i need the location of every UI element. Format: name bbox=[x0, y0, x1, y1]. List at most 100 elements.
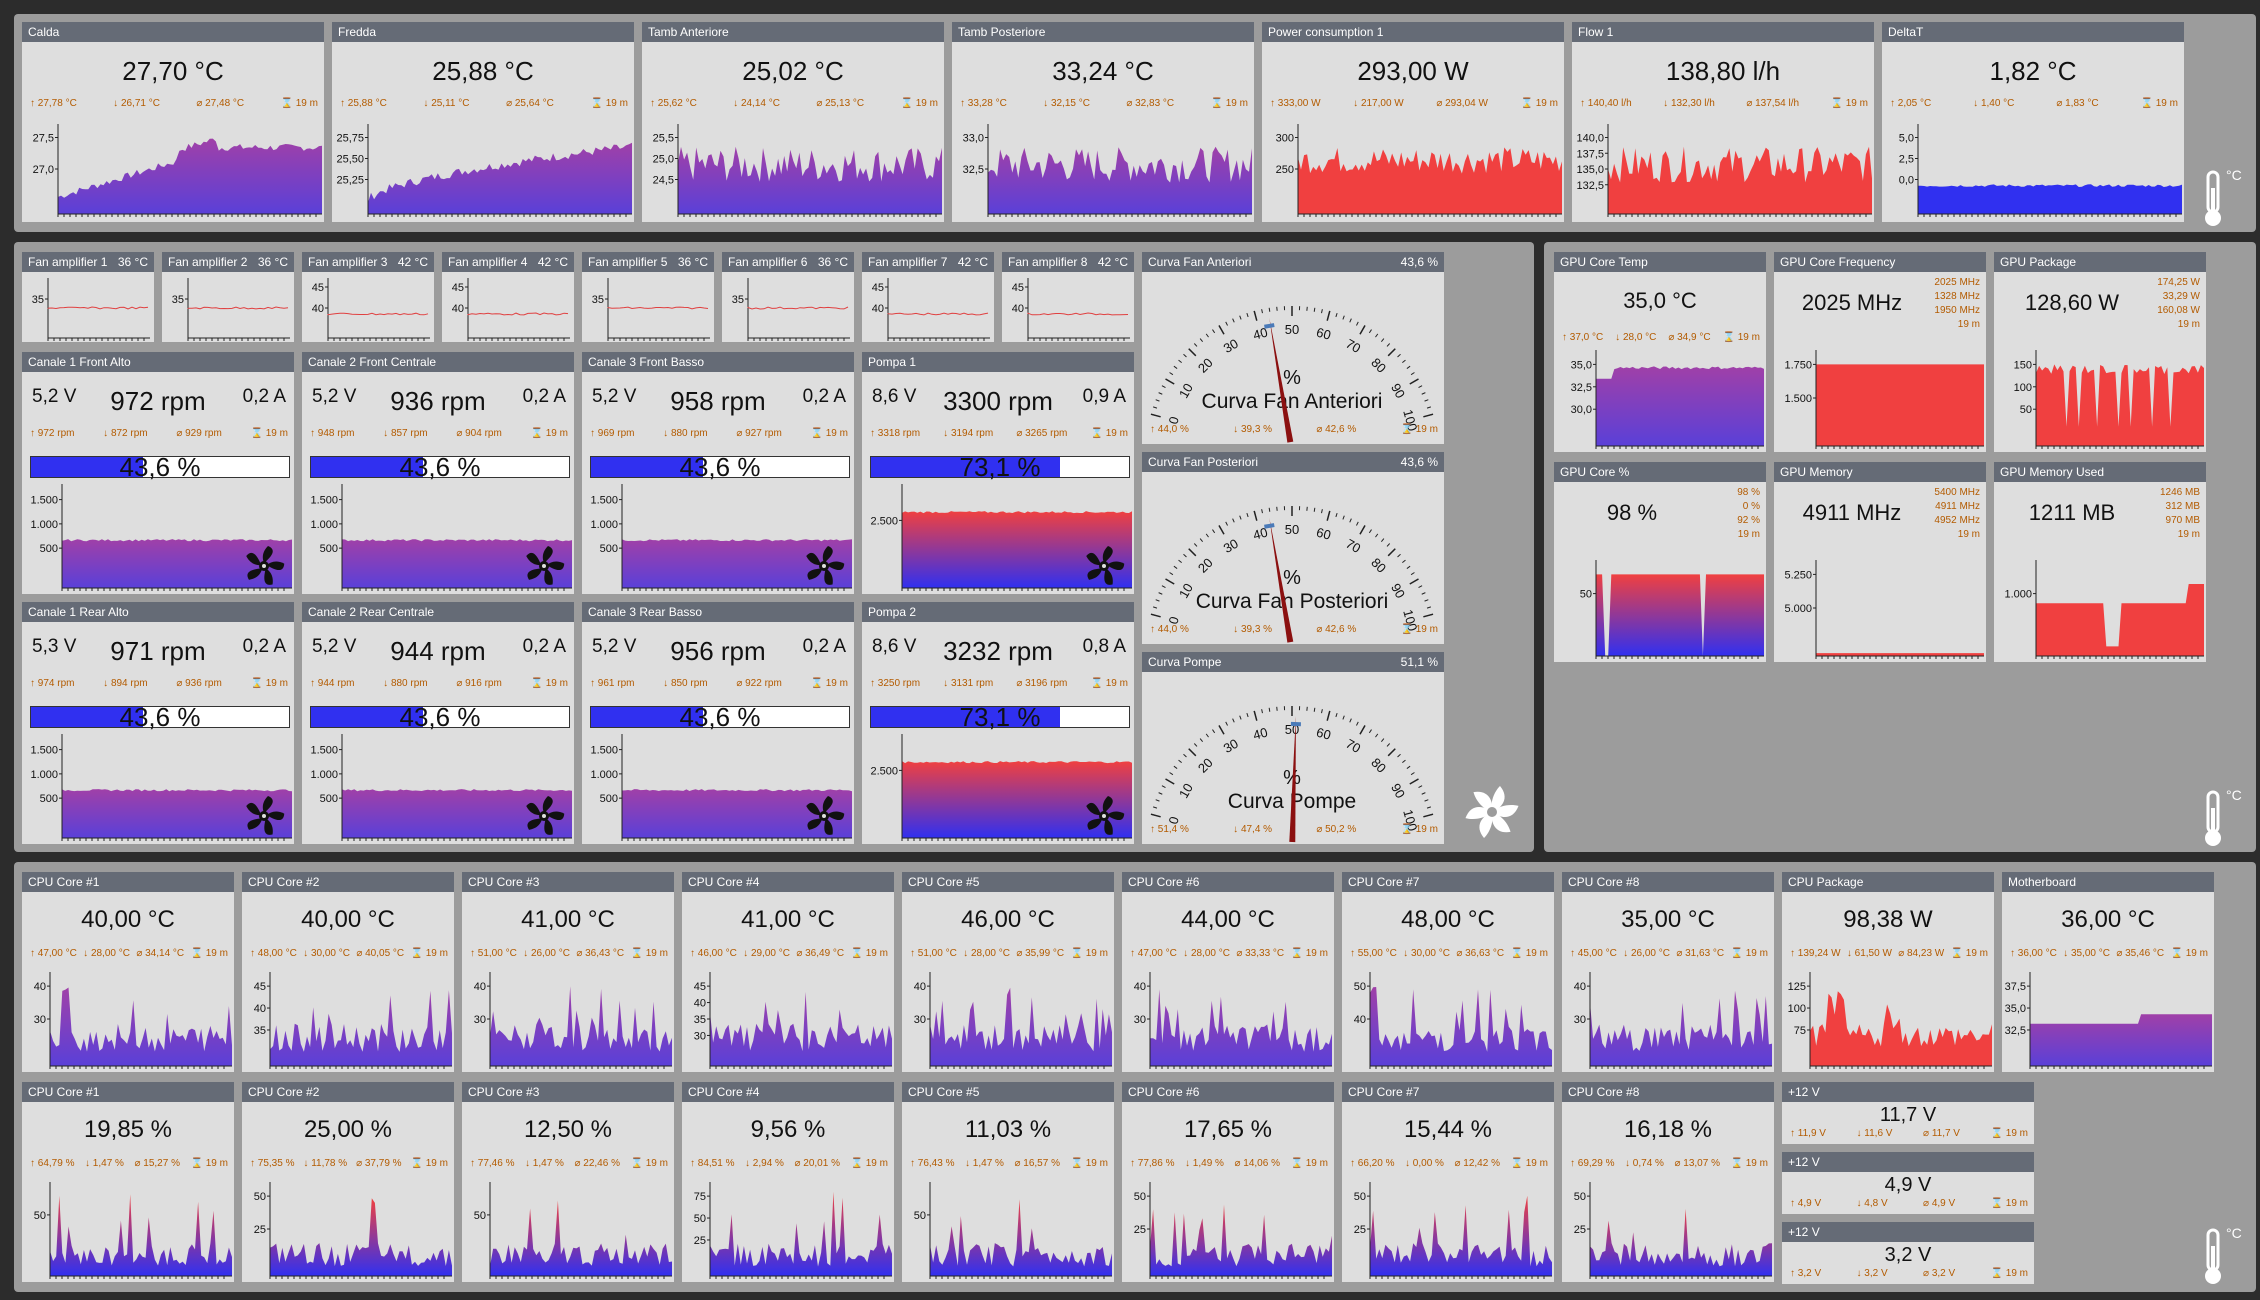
stat-time-value: 19 m bbox=[1535, 98, 1558, 109]
time-icon: ⌛ bbox=[1090, 428, 1106, 439]
max-icon: ↑ bbox=[910, 1158, 918, 1169]
stat-time-value: 19 m bbox=[605, 98, 628, 109]
gpu-value: 98 % bbox=[1606, 500, 1658, 525]
cpu-load-widget: CPU Core #5 11,03 % ↑ 76,43 % ↓ 1,47 % ⌀ 16,… bbox=[902, 1082, 1114, 1282]
min-icon: ↓ bbox=[1233, 824, 1241, 835]
axis-tick-label: 33,0 bbox=[963, 133, 984, 145]
min-icon: ↓ bbox=[2063, 948, 2071, 959]
stat-time-value: 19 m bbox=[295, 98, 318, 109]
stats-row: ↑ 46,00 °C ↓ 29,00 °C ⌀ 36,49 °C ⌛ 19 m bbox=[690, 948, 888, 962]
thermo-unit: °C bbox=[2226, 788, 2242, 803]
stat-min: ↓ 26,00 °C bbox=[1623, 948, 1670, 962]
avg-icon: ⌀ bbox=[1316, 624, 1326, 635]
stat-min: ↓ 30,00 °C bbox=[1403, 948, 1450, 962]
axis-tick-label: 40 bbox=[1134, 981, 1146, 993]
stat-max: ↑ 139,24 W bbox=[1790, 948, 1841, 962]
axis-tick-label: 50 bbox=[914, 1210, 926, 1222]
stats-row: ↑ 2,05 °C ↓ 1,40 °C ⌀ 1,83 °C ⌛ 19 m bbox=[1890, 98, 2178, 112]
stat-min: ↓ 25,11 °C bbox=[423, 98, 469, 112]
stat-max-value: 37,0 °C bbox=[1569, 332, 1604, 343]
current-value: 0,2 A bbox=[522, 636, 566, 657]
axis-tick-label: 50 bbox=[1574, 1191, 1586, 1203]
cpu-temp-area bbox=[710, 991, 892, 1066]
time-icon: ⌛ bbox=[1520, 98, 1536, 109]
sensor-value: 1,82 °C bbox=[1989, 56, 2077, 86]
rpm-value: 3300 rpm bbox=[943, 386, 1053, 416]
stat-avg-value: 34,14 °C bbox=[145, 948, 185, 959]
widget-title: GPU Core % bbox=[1560, 465, 1630, 479]
cpu-load-chart: 50 25 bbox=[242, 1176, 454, 1282]
stat-time-value: 19 m bbox=[1225, 98, 1248, 109]
cpu-temp-value: 36,00 °C bbox=[2061, 906, 2155, 933]
gauge-scale-label: 80 bbox=[1368, 555, 1389, 576]
stat-min-value: 47,4 % bbox=[1240, 824, 1273, 835]
stat-max: ↑ 11,9 V bbox=[1790, 1128, 1826, 1142]
stat-avg-value: 11,7 V bbox=[1931, 1128, 1960, 1139]
stat-time-value: 19 m bbox=[1085, 948, 1108, 959]
avg-icon: ⌀ bbox=[1316, 424, 1326, 435]
gpu-value: 35,0 °C bbox=[1623, 288, 1697, 313]
gauge-unit: % bbox=[1283, 767, 1301, 789]
stat-max: ↑ 3318 rpm bbox=[870, 428, 920, 442]
stat-avg-value: 3196 rpm bbox=[1025, 678, 1068, 689]
avg-icon: ⌀ bbox=[176, 678, 186, 689]
stat-max: ↑ 45,00 °C bbox=[1570, 948, 1617, 962]
axis-tick-label: 50 bbox=[1354, 981, 1366, 993]
stat-max: ↑ 84,51 % bbox=[690, 1158, 734, 1172]
stat-min-value: 880 rpm bbox=[670, 428, 708, 439]
gpu-chart: 5.250 5.000 bbox=[1774, 554, 1986, 662]
axis-tick-label: 2,5 bbox=[1899, 154, 1914, 166]
stat-time: ⌛ 19 m bbox=[1291, 948, 1328, 962]
min-icon: ↓ bbox=[1233, 424, 1241, 435]
axis-tick-label: 30 bbox=[914, 1014, 926, 1026]
widget-header: Tamb Anteriore bbox=[642, 22, 944, 42]
min-icon: ↓ bbox=[523, 948, 531, 959]
stat-avg-value: 904 rpm bbox=[465, 428, 502, 439]
widget-header: GPU Core Temp bbox=[1554, 252, 1766, 272]
stat-max-value: 3318 rpm bbox=[877, 428, 921, 439]
cpu-load-value: 15,44 % bbox=[1403, 1116, 1493, 1143]
stat-avg: ⌀ 1,83 °C bbox=[2056, 98, 2098, 112]
stat-min-value: 1,40 °C bbox=[1980, 98, 2015, 109]
stat-time-value: 19 m bbox=[1105, 678, 1128, 689]
stat-time-value: 19 m bbox=[1737, 529, 1760, 540]
stat-min-value: 1,47 % bbox=[92, 1158, 124, 1169]
stat-time-value: 19 m bbox=[1305, 1158, 1328, 1169]
stats-row: ↑ 37,0 °C ↓ 28,0 °C ⌀ 34,9 °C ⌛ 19 m bbox=[1562, 332, 1760, 346]
min-icon: ↓ bbox=[1185, 1158, 1193, 1169]
widget-header: CPU Core #7 bbox=[1342, 872, 1554, 892]
stat-time-value: 19 m bbox=[2005, 1268, 2028, 1279]
stat-min: ↓ 28,0 °C bbox=[1615, 332, 1656, 346]
stat-max: ↑ 4,9 V bbox=[1790, 1198, 1821, 1212]
axis-tick-label: 35 bbox=[592, 294, 604, 306]
temperature-line bbox=[47, 306, 149, 310]
gauge-unit: % bbox=[1283, 567, 1301, 589]
cpu-temp-chart: 40 30 bbox=[462, 966, 674, 1072]
sensor-value: 138,80 l/h bbox=[1665, 56, 1781, 86]
stat-time: ⌛ 19 m bbox=[1211, 98, 1248, 112]
duty-progress-fill bbox=[311, 457, 424, 477]
cpu-temp-widget: CPU Core #1 40,00 °C ↑ 47,00 °C ↓ 28,00 °C ⌀… bbox=[22, 872, 234, 1072]
stat-avg-value: 14,06 % bbox=[1243, 1158, 1280, 1169]
stat-max-value: 944 rpm bbox=[317, 678, 355, 689]
avg-icon: ⌀ bbox=[1923, 1198, 1932, 1209]
stats-row: ↑ 77,46 % ↓ 1,47 % ⌀ 22,46 % ⌛ 19 m bbox=[470, 1158, 668, 1172]
stat-min: ↓ 30,00 °C bbox=[303, 948, 350, 962]
gauge-marker bbox=[1264, 323, 1275, 329]
stat-max-value: 27,78 °C bbox=[37, 98, 77, 109]
fan-channel-widget: Pompa 1 8,6 V 3300 rpm 0,9 A ↑ 3318 rpm ↓ 319… bbox=[862, 352, 1134, 594]
stat-max-value: 2,05 °C bbox=[1897, 98, 1932, 109]
stat-time-value: 19 m bbox=[825, 678, 848, 689]
stat-max: ↑ 969 rpm bbox=[590, 428, 634, 442]
cpu-load-value: 11,03 % bbox=[964, 1116, 1052, 1143]
axis-tick-label: 25 bbox=[694, 1235, 706, 1247]
fan-icon bbox=[1082, 794, 1126, 838]
stat-min-value: 30,00 °C bbox=[1410, 948, 1450, 959]
stat-avg: ⌀ 15,27 % bbox=[134, 1158, 180, 1172]
time-icon: ⌛ bbox=[1290, 1158, 1306, 1169]
sensor-widget: Tamb Posteriore 33,24 °C ↑ 33,28 °C ↓ 32,15… bbox=[952, 22, 1254, 222]
max-icon: ↑ bbox=[1130, 1158, 1138, 1169]
widget-title: Fan amplifier 7 bbox=[868, 255, 948, 269]
axis-tick-label: 27,0 bbox=[33, 164, 54, 176]
stat-avg-value: 36,43 °C bbox=[585, 948, 625, 959]
